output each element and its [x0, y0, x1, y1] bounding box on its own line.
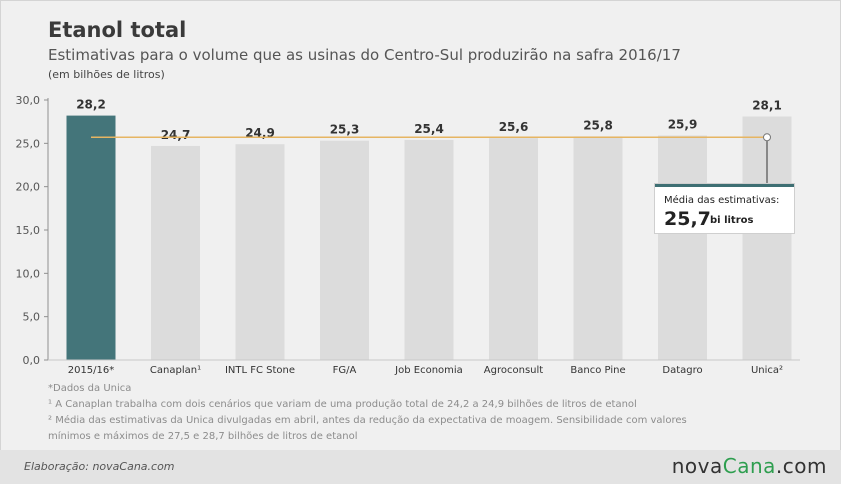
bar	[235, 144, 285, 360]
bar-value-label: 25,3	[330, 123, 360, 137]
bar-value-label: 25,8	[583, 118, 613, 132]
x-tick-label: FG/A	[333, 365, 357, 376]
logo-part: .com	[775, 454, 827, 478]
average-callout: Média das estimativas: 25,7 bi litros	[655, 184, 794, 233]
y-tick-label: 30,0	[16, 94, 41, 107]
bar	[404, 139, 454, 360]
novacana-logo[interactable]: novaCana.com	[672, 454, 827, 478]
bar-value-label: 25,9	[668, 118, 698, 132]
bar	[573, 136, 623, 360]
bar	[658, 135, 707, 360]
bar	[151, 145, 200, 360]
bar-chart: 0,0 5,0 10,0 15,0 20,0 25,0 30,0 28,2 2015/16* 24…	[16, 94, 800, 376]
footnote: *Dados da Unica	[48, 383, 132, 394]
y-tick-label: 25,0	[16, 137, 41, 150]
x-tick-label: Banco Pine	[570, 365, 625, 376]
chart-title: Etanol total	[48, 18, 187, 42]
bar-value-label: 24,7	[161, 128, 191, 142]
footnote: ¹ A Canaplan trabalha com dois cenários …	[48, 399, 637, 410]
bar-value-label: 25,6	[499, 120, 529, 134]
y-tick-label: 5,0	[23, 311, 41, 324]
x-tick-label: Unica²	[751, 365, 783, 376]
footnote: ² Média das estimativas da Unica divulga…	[48, 415, 687, 426]
bar	[66, 115, 116, 360]
y-tick-label: 20,0	[16, 181, 41, 194]
x-tick-label: Canaplan¹	[150, 365, 201, 376]
bar	[320, 140, 369, 360]
x-tick-label: 2015/16*	[68, 365, 115, 376]
bar	[489, 138, 538, 360]
logo-part: Cana	[722, 454, 776, 478]
x-tick-label: Datagro	[662, 365, 702, 376]
bar-value-label: 28,1	[752, 98, 782, 112]
y-tick-label: 0,0	[23, 354, 41, 367]
average-marker	[763, 133, 771, 142]
x-tick-label: Agroconsult	[484, 365, 543, 376]
y-tick-label: 15,0	[16, 224, 41, 237]
average-label: Média das estimativas:	[664, 195, 780, 206]
bar-value-label: 25,4	[414, 122, 444, 136]
y-tick-label: 10,0	[16, 267, 41, 280]
credit-text: Elaboração: novaCana.com	[24, 460, 175, 473]
x-tick-label: Job Economia	[394, 365, 463, 376]
bar-value-label: 24,9	[245, 126, 275, 140]
average-unit: bi litros	[710, 215, 754, 226]
bar-value-label: 28,2	[76, 98, 106, 112]
chart-subtitle: Estimativas para o volume que as usinas …	[48, 46, 681, 64]
x-tick-label: INTL FC Stone	[225, 365, 295, 376]
logo-part: nova	[671, 454, 723, 478]
average-value: 25,7	[664, 208, 711, 230]
footnote: mínimos e máximos de 27,5 e 28,7 bilhões…	[48, 431, 358, 442]
unit-note: (em bilhões de litros)	[48, 68, 165, 81]
footer-bar: Elaboração: novaCana.com novaCana.com	[0, 450, 841, 484]
footnotes: *Dados da Unica ¹ A Canaplan trabalha co…	[48, 381, 687, 445]
